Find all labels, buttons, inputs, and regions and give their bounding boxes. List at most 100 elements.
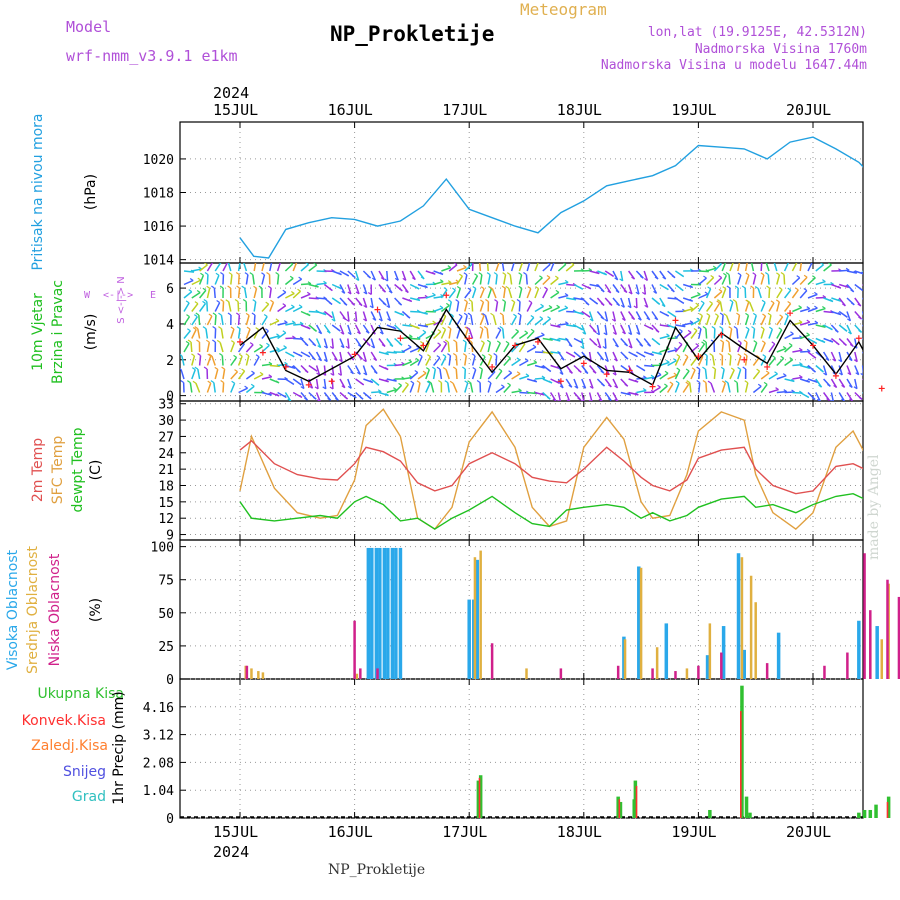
- wind-gust-point: [626, 367, 633, 374]
- sfc-temp-series: [239, 408, 863, 531]
- wind-subtitle: Brzina i Pravac: [50, 280, 66, 384]
- top-day-label: 17JUL: [442, 101, 487, 119]
- wind-gust-point: [305, 381, 312, 388]
- y-tick-label: 15: [158, 496, 174, 511]
- cloud-bar-mid: [639, 567, 643, 679]
- top-day-label: 16JUL: [328, 101, 373, 119]
- cloud-bar-low: [674, 671, 677, 679]
- y-tick-label: 30: [158, 414, 174, 429]
- precip-bar-total: [886, 796, 891, 818]
- wind-gust-point: [534, 338, 541, 345]
- precip-legend-label: Zaledj.Kisa: [31, 738, 108, 754]
- model-elevation: Nadmorska Visina u modelu 1647.44m: [600, 58, 867, 73]
- wind-gust-point: [557, 378, 564, 385]
- cloud-bar-high: [637, 566, 641, 679]
- wind-gust-point: [489, 363, 496, 370]
- cloud-bar-high: [742, 649, 746, 679]
- y-tick-label: 33: [158, 398, 174, 413]
- cloud-bar-low: [245, 665, 249, 679]
- wind-gust-point: [878, 385, 885, 392]
- wind-gust-point: [374, 306, 381, 313]
- pressure-series: [239, 136, 863, 259]
- cloud-bar-high: [875, 626, 879, 679]
- 2m-temp-series: [239, 439, 863, 495]
- cloud-bar-mid: [749, 575, 753, 679]
- top-day-label: 20JUL: [786, 101, 831, 119]
- bottom-year-label: 2024: [213, 843, 249, 861]
- dewpoint-series: [239, 492, 863, 530]
- cloud-bar-high: [467, 599, 471, 679]
- compass-arrows: <-|->: [103, 290, 133, 301]
- bottom-day-label: 15JUL: [213, 823, 258, 841]
- page-title: NP_Prokletije: [330, 22, 495, 46]
- precip-legend-label: Konvek.Kisa: [22, 713, 106, 729]
- bottom-day-label: 19JUL: [671, 823, 716, 841]
- cloud-bar-mid: [754, 602, 757, 679]
- wind-gust-point: [420, 342, 427, 349]
- precip-unit: 1hr Precip (mm): [111, 691, 127, 804]
- y-tick-label: 0: [166, 812, 174, 827]
- panel-frame: [179, 262, 864, 402]
- cloud-bar-high: [776, 632, 781, 679]
- temp-2m-label: 2m Temp: [30, 438, 46, 502]
- cloud-bar-low: [353, 620, 356, 679]
- y-tick-label: 9: [166, 529, 174, 544]
- cloud-bar-low: [697, 665, 700, 679]
- precip-bar-total: [632, 799, 636, 818]
- cloud-bar-mid: [740, 557, 744, 679]
- cloud-bar-high: [386, 547, 390, 679]
- precip-bar-total: [874, 804, 878, 818]
- model-name: wrf-nmm_v3.9.1 e1km: [66, 47, 238, 65]
- temp-sfc-label: SFC Temp: [50, 436, 66, 505]
- precip-bar-total: [862, 809, 867, 818]
- cloud-bar-mid: [257, 671, 260, 679]
- precip-bar-total: [857, 812, 861, 818]
- wind-unit: (m/s): [83, 314, 99, 351]
- compass-e: E: [150, 290, 156, 301]
- wind-gust-point: [764, 363, 771, 370]
- bottom-day-label: 18JUL: [557, 823, 602, 841]
- y-tick-label: 1016: [143, 220, 174, 235]
- cloud-bar-low: [823, 665, 826, 679]
- cloud-bar-low: [559, 668, 563, 679]
- wind-title: 10m Vjetar: [30, 293, 46, 371]
- precip-legend-label: Snijeg: [63, 764, 106, 780]
- cloud-high-label: Visoka Oblacnost: [5, 549, 21, 670]
- wind-gust-point: [672, 317, 679, 324]
- cloud-bar-high: [394, 547, 398, 679]
- wind-gust-point: [649, 383, 656, 390]
- cloud-bar-low: [897, 596, 900, 679]
- cloud-bar-low: [765, 663, 769, 679]
- wind-barb-field: [180, 263, 863, 401]
- cloud-bar-mid: [623, 639, 627, 679]
- cloud-bar-mid: [355, 673, 359, 679]
- wind-gust-point: [237, 338, 243, 345]
- cloud-bar-high: [705, 655, 710, 679]
- cloud-low-label: Niska Oblacnost: [47, 553, 63, 666]
- wind-gust-point: [351, 351, 358, 358]
- cloud-bar-low: [651, 668, 654, 679]
- cloud-bar-low: [359, 668, 362, 679]
- pressure-unit: (hPa): [83, 174, 99, 210]
- precip-bar-total: [744, 796, 749, 818]
- compass-ns: S <-|-> N: [116, 276, 127, 324]
- wind-gust-point: [580, 360, 587, 367]
- y-tick-label: 4: [166, 318, 174, 333]
- cloud-bar-mid: [250, 668, 253, 679]
- cloud-bar-high: [475, 559, 479, 679]
- precip-bar-total: [618, 801, 623, 818]
- precip-bar-conv: [886, 801, 889, 818]
- cloud-bar-high: [366, 547, 371, 679]
- location-coords: lon,lat (19.9125E, 42.5312N): [647, 25, 867, 40]
- precip-bar-total: [868, 809, 873, 818]
- meteogram-label: Meteogram: [520, 0, 607, 19]
- precip-legend-label: Ukupna Kisa: [37, 686, 124, 702]
- cloud-mid-label: Srednja Oblacnost: [25, 546, 41, 674]
- wind-gust-point: [259, 349, 266, 356]
- cloud-bar-low: [616, 665, 620, 679]
- wind-gust-point: [810, 342, 816, 349]
- wind-gust-point: [443, 292, 450, 299]
- cloud-bar-high: [736, 553, 741, 679]
- wind-gust-point: [603, 371, 610, 378]
- y-tick-label: 25: [158, 640, 174, 655]
